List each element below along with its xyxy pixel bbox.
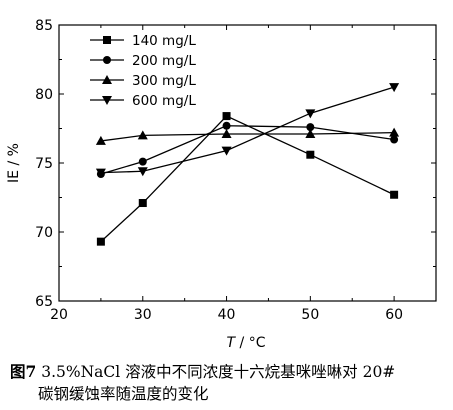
axes-layer: 20 30 40 50 60 65 70 75 80 85	[35, 18, 437, 323]
data-point	[390, 190, 399, 199]
series-layer	[95, 83, 400, 246]
legend-entry: 200 mg/L	[90, 53, 196, 69]
data-point	[137, 130, 148, 140]
legend-label: 140 mg/L	[132, 33, 196, 49]
legend-entry: 600 mg/L	[90, 93, 196, 109]
data-point	[306, 123, 315, 132]
legend-entry: 140 mg/L	[90, 33, 196, 49]
data-point	[137, 167, 148, 177]
caption-line-2: 碳钢缓蚀率随温度的变化	[38, 385, 209, 403]
data-point	[96, 237, 105, 246]
y-tick-label: 65	[35, 294, 53, 310]
legend-marker	[102, 96, 112, 105]
y-axis-label: IE / %	[6, 143, 22, 183]
data-point	[390, 135, 399, 144]
data-point	[95, 135, 106, 145]
legend-marker	[103, 56, 111, 64]
y-tick-label: 80	[35, 87, 53, 103]
y-tick-label: 85	[35, 18, 53, 34]
legend-label: 200 mg/L	[132, 53, 196, 69]
series-600-mg-l	[95, 83, 400, 178]
data-point	[389, 83, 400, 93]
figure-caption: 图7 3.5%NaCl 溶液中不同浓度十六烷基咪唑啉对 20# 碳钢缓蚀率随温度…	[10, 361, 446, 405]
data-point	[222, 112, 231, 121]
x-axis-label-unit: / °C	[235, 335, 266, 351]
data-point	[305, 129, 316, 139]
x-tick-label: 60	[385, 307, 403, 323]
data-point	[138, 199, 147, 208]
series-300-mg-l	[95, 127, 400, 145]
data-point	[221, 129, 232, 139]
x-axis-label: T / °C	[227, 335, 266, 351]
legend-label: 600 mg/L	[132, 93, 196, 109]
x-tick-label: 40	[218, 307, 236, 323]
figure-number: 图7	[10, 362, 37, 381]
x-axis-label-symbol: T	[227, 335, 237, 351]
data-point	[305, 109, 316, 119]
series-140-mg-l	[96, 112, 399, 246]
x-tick-label: 20	[50, 307, 68, 323]
legend: 140 mg/L 200 mg/L 300 mg/L 600 mg/L	[90, 33, 196, 109]
legend-entry: 300 mg/L	[90, 73, 196, 89]
data-point	[389, 127, 400, 137]
y-tick-label: 75	[35, 156, 53, 172]
legend-marker	[103, 36, 111, 44]
series-200-mg-l	[96, 121, 399, 179]
data-point	[221, 146, 232, 156]
y-tick-label: 70	[35, 225, 53, 241]
line-chart: 20 30 40 50 60 65 70 75 80 85 140 mg/L 200 mg/L 300…	[6, 18, 437, 351]
data-point	[138, 157, 147, 166]
data-point	[222, 121, 231, 130]
x-tick-label: 50	[301, 307, 319, 323]
plot-frame	[58, 24, 437, 302]
caption-line-1: 3.5%NaCl 溶液中不同浓度十六烷基咪唑啉对 20#	[36, 363, 396, 381]
data-point	[95, 168, 106, 178]
legend-label: 300 mg/L	[132, 73, 196, 89]
legend-marker	[102, 75, 112, 84]
data-point	[306, 150, 315, 159]
x-tick-label: 30	[134, 307, 152, 323]
